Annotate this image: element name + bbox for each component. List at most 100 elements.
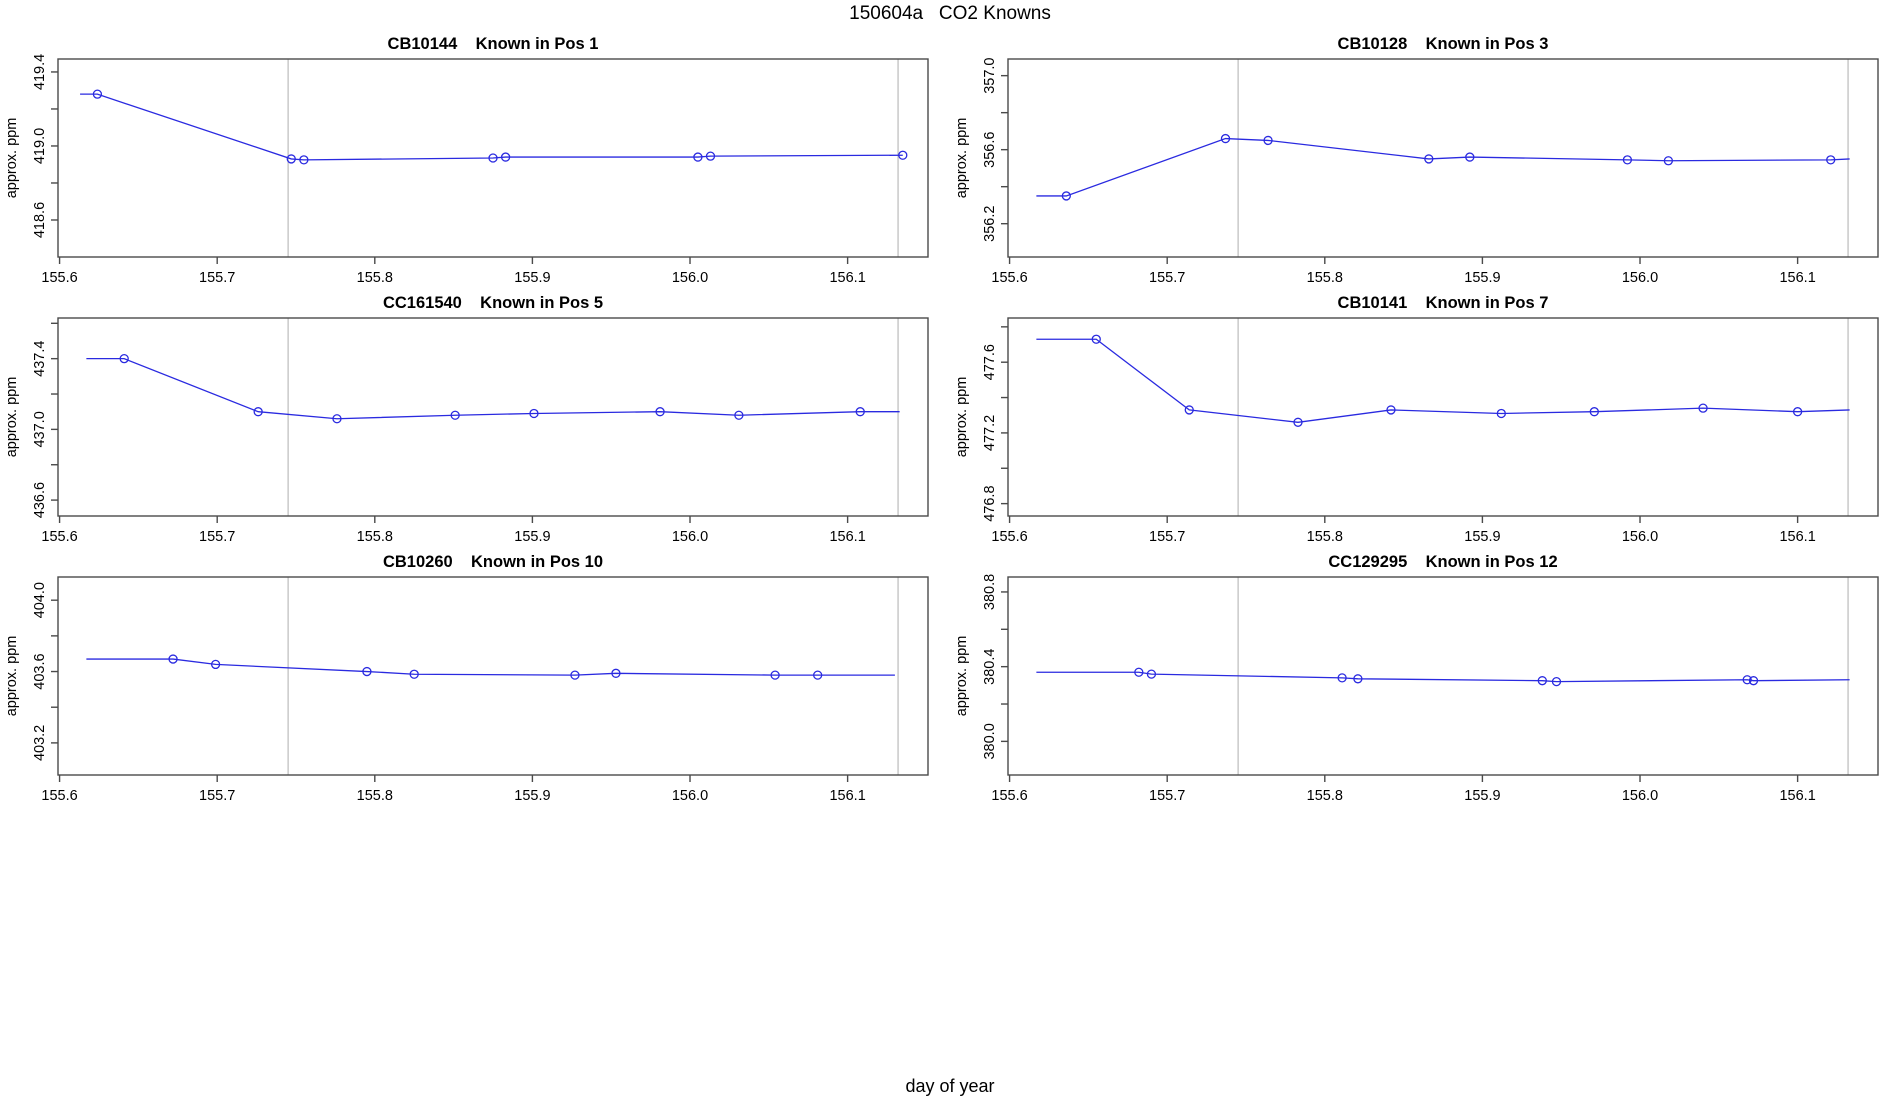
data-point-marker [1622, 155, 1633, 165]
x-tick-label: 155.7 [199, 270, 235, 286]
data-point-marker [1465, 152, 1475, 162]
x-tick-label: 155.9 [514, 529, 550, 545]
plot-box [57, 58, 929, 258]
data-point-marker [1742, 675, 1752, 685]
y-tick-label: 437.4 [32, 341, 48, 377]
data-point-marker [210, 659, 221, 670]
data-point-marker [1826, 155, 1836, 165]
plot-box [57, 317, 929, 517]
x-tick-label: 156.0 [1622, 788, 1658, 804]
x-tick-label: 155.7 [199, 788, 235, 804]
x-tick-label: 156.0 [1622, 270, 1658, 286]
data-point-marker [570, 670, 580, 680]
data-point-marker [1146, 669, 1157, 679]
x-tick-label: 155.9 [1464, 270, 1500, 286]
data-point-marker [1184, 405, 1194, 415]
x-tick-label: 155.7 [199, 529, 235, 545]
data-point-marker [409, 669, 419, 679]
x-tick-label: 155.7 [1149, 270, 1185, 286]
x-tick-label: 155.9 [1464, 529, 1500, 545]
plot-box [1007, 576, 1879, 776]
y-axis-label: approx. ppm [4, 118, 20, 199]
co2-plot-CC161540: 155.6 155.7 155.8 155.9 156.0 156.1 436.6 437.0… [4, 294, 929, 545]
plot-title: CC129295 Known in Pos 12 [1328, 553, 1557, 571]
x-axis-outer-label: day of year [905, 1076, 995, 1096]
y-tick-label: 419.0 [32, 128, 48, 164]
data-point-marker [1134, 667, 1144, 677]
y-tick-label: 477.2 [982, 415, 998, 451]
y-tick-label: 380.8 [982, 574, 998, 610]
y-tick-label: 356.2 [982, 206, 998, 242]
y-tick-label: 476.8 [982, 485, 998, 521]
plot-title: CB10141 Known in Pos 7 [1338, 294, 1549, 312]
y-tick-label: 436.6 [32, 482, 48, 518]
co2-plot-CB10128: 155.6 155.7 155.8 155.9 156.0 156.1 356.2 356.6… [954, 35, 1879, 286]
data-point-marker [1589, 407, 1599, 417]
x-tick-label: 156.1 [1779, 788, 1815, 804]
data-point-marker [1698, 403, 1708, 413]
x-tick-label: 156.1 [1779, 270, 1815, 286]
data-line [80, 93, 903, 161]
data-point-marker [299, 155, 309, 165]
data-point-marker [92, 89, 103, 99]
x-tick-label: 156.1 [829, 788, 865, 804]
x-tick-label: 155.8 [1307, 270, 1343, 286]
x-tick-label: 155.6 [41, 529, 77, 545]
y-axis-label: approx. ppm [4, 377, 20, 458]
y-tick-label: 380.4 [982, 649, 998, 685]
x-tick-label: 156.1 [829, 529, 865, 545]
data-point-marker [655, 407, 665, 417]
data-line [86, 658, 895, 676]
plot-box [1007, 317, 1879, 517]
x-tick-label: 156.0 [672, 788, 708, 804]
page-title: 150604a CO2 Knowns [849, 3, 1051, 24]
x-tick-label: 155.9 [514, 788, 550, 804]
data-point-marker [705, 151, 716, 161]
y-tick-label: 437.0 [32, 411, 48, 447]
x-tick-label: 155.6 [41, 788, 77, 804]
data-point-marker [813, 670, 823, 680]
x-tick-label: 155.8 [1307, 788, 1343, 804]
y-tick-label: 380.0 [982, 723, 998, 759]
data-point-marker [1663, 156, 1674, 166]
x-tick-label: 155.9 [514, 270, 550, 286]
x-tick-label: 155.8 [357, 529, 393, 545]
data-point-marker [1551, 676, 1562, 687]
x-tick-label: 156.1 [829, 270, 865, 286]
x-tick-label: 155.6 [41, 270, 77, 286]
x-tick-label: 155.9 [1464, 788, 1500, 804]
data-line [1036, 671, 1850, 683]
data-point-marker [770, 670, 780, 680]
data-point-marker [1263, 135, 1273, 146]
data-point-marker [1537, 676, 1547, 686]
y-tick-label: 404.0 [32, 582, 48, 618]
data-point-marker [362, 666, 372, 677]
data-point-marker [1496, 408, 1506, 419]
data-point-marker [734, 410, 744, 420]
y-tick-label: 356.6 [982, 132, 998, 168]
co2-plot-CB10260: 155.6 155.7 155.8 155.9 156.0 156.1 403.2 403.6… [4, 553, 929, 804]
data-line [1036, 338, 1850, 423]
plot-title: CB10144 Known in Pos 1 [388, 35, 599, 53]
y-tick-label: 419.4 [32, 54, 48, 90]
x-tick-label: 156.1 [1779, 529, 1815, 545]
y-axis-label: approx. ppm [4, 636, 20, 717]
x-tick-label: 156.0 [1622, 529, 1658, 545]
data-point-marker [611, 668, 621, 678]
y-tick-label: 403.2 [32, 725, 48, 761]
data-point-marker [1353, 674, 1363, 684]
y-tick-label: 477.6 [982, 344, 998, 380]
x-tick-label: 155.7 [1149, 529, 1185, 545]
data-point-marker [1337, 673, 1347, 683]
data-point-marker [1748, 676, 1759, 686]
data-point-marker [168, 654, 178, 664]
plot-title: CB10260 Known in Pos 10 [383, 553, 603, 571]
data-point-marker [1386, 405, 1396, 415]
data-point-marker [488, 153, 498, 163]
y-tick-label: 418.6 [32, 202, 48, 238]
x-tick-label: 155.6 [991, 788, 1027, 804]
data-point-marker [1424, 154, 1434, 164]
data-point-marker [1792, 407, 1803, 417]
x-tick-label: 155.7 [1149, 788, 1185, 804]
data-point-marker [500, 152, 511, 162]
